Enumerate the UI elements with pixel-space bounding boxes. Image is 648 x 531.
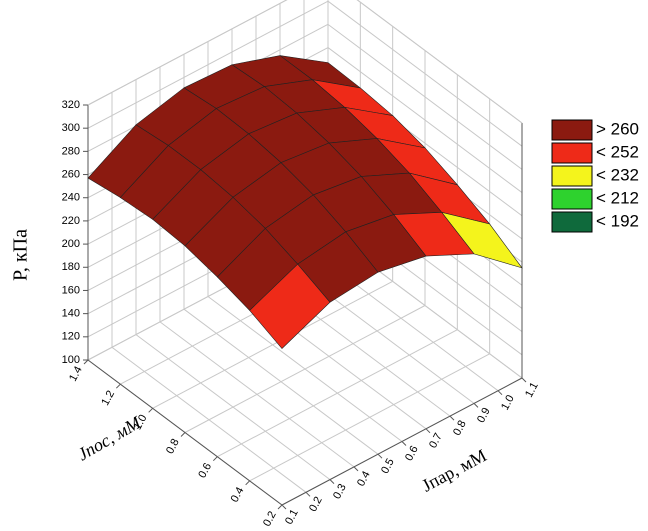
legend-swatch bbox=[551, 119, 593, 141]
legend-label: < 232 bbox=[596, 165, 639, 184]
z-tick-label: 160 bbox=[62, 284, 80, 296]
tick-mark bbox=[277, 504, 283, 510]
y-tick-label: 1.4 bbox=[67, 364, 85, 383]
tick-mark bbox=[115, 383, 121, 389]
x-tick-label: 0.1 bbox=[283, 507, 301, 526]
y-tick-label: 0.6 bbox=[196, 461, 214, 480]
x-tick-label: 0.2 bbox=[307, 495, 325, 514]
tick-mark bbox=[401, 441, 407, 446]
legend-swatch bbox=[551, 165, 593, 187]
surface-patch bbox=[249, 263, 331, 349]
grid-line bbox=[152, 280, 393, 409]
tick-mark bbox=[377, 453, 383, 459]
z-tick-label: 180 bbox=[62, 261, 80, 273]
tick-mark bbox=[329, 479, 335, 484]
x-tick-label: 0.3 bbox=[331, 482, 349, 501]
z-tick-label: 140 bbox=[62, 308, 80, 320]
x-axis-title: Jпар, мМ bbox=[419, 445, 490, 496]
z-tick-label: 120 bbox=[62, 331, 80, 343]
grid-line bbox=[184, 305, 426, 433]
z-tick-label: 200 bbox=[62, 238, 80, 250]
tick-mark bbox=[245, 480, 251, 486]
legend-swatch bbox=[551, 142, 593, 164]
tick-mark bbox=[305, 491, 311, 497]
x-tick-label: 0.6 bbox=[403, 444, 421, 463]
axis-line bbox=[356, 0, 523, 124]
x-tick-label: 0.8 bbox=[451, 418, 469, 437]
axis-line bbox=[87, 0, 288, 106]
legend-label: > 260 bbox=[596, 119, 639, 138]
y-tick-label: 1.2 bbox=[99, 389, 117, 408]
axis-line bbox=[281, 377, 523, 506]
legend-label: < 252 bbox=[596, 142, 639, 161]
legend-label: < 212 bbox=[596, 188, 639, 207]
z-tick-label: 260 bbox=[62, 168, 80, 180]
tick-mark bbox=[180, 432, 186, 437]
z-tick-label: 280 bbox=[62, 145, 80, 157]
y-tick-label: 0.2 bbox=[261, 509, 279, 528]
z-axis-title: P, кПа bbox=[10, 229, 32, 281]
x-tick-label: 0.7 bbox=[427, 431, 445, 450]
x-tick-label: 1.0 bbox=[499, 393, 517, 412]
grid-line bbox=[249, 353, 490, 482]
z-tick-label: 320 bbox=[62, 99, 80, 111]
legend-swatch bbox=[551, 211, 593, 233]
tick-mark bbox=[473, 403, 479, 408]
tick-mark bbox=[281, 504, 287, 510]
y-tick-label: 0.4 bbox=[229, 485, 247, 504]
tick-mark bbox=[497, 390, 503, 396]
tick-mark bbox=[148, 407, 154, 413]
grid-line bbox=[217, 329, 458, 458]
axis-line bbox=[87, 359, 283, 506]
tick-mark bbox=[521, 377, 527, 383]
legend-label: < 192 bbox=[596, 211, 639, 230]
x-tick-label: 0.4 bbox=[355, 469, 373, 488]
tick-mark bbox=[212, 456, 218, 462]
tick-mark bbox=[353, 466, 359, 472]
y-tick-label: 0.8 bbox=[164, 437, 182, 456]
tick-mark bbox=[449, 415, 455, 421]
z-tick-label: 100 bbox=[62, 354, 80, 366]
legend-swatch bbox=[551, 188, 593, 210]
tick-mark bbox=[83, 359, 89, 365]
x-tick-label: 1.1 bbox=[523, 380, 541, 399]
z-tick-label: 300 bbox=[62, 122, 80, 134]
z-tick-label: 240 bbox=[62, 192, 80, 204]
z-tick-label: 220 bbox=[62, 215, 80, 227]
tick-mark bbox=[425, 428, 431, 434]
x-tick-label: 0.5 bbox=[379, 457, 397, 476]
x-tick-label: 0.9 bbox=[475, 406, 493, 425]
